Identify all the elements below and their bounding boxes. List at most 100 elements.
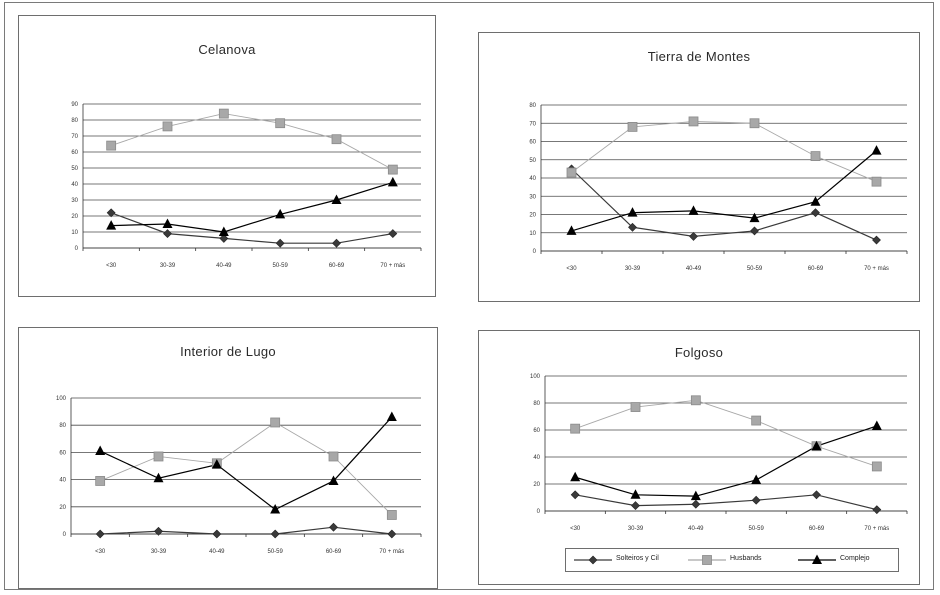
x-tick-label: <30 xyxy=(566,266,577,272)
data-point xyxy=(630,489,641,499)
y-tick-label: 100 xyxy=(530,374,541,380)
x-tick-label: 50-59 xyxy=(267,549,283,555)
data-point xyxy=(95,445,106,456)
data-point xyxy=(811,208,820,218)
series-line xyxy=(571,168,877,241)
data-point xyxy=(566,167,577,178)
data-point xyxy=(627,207,638,217)
data-point xyxy=(871,176,882,187)
x-tick-label: <30 xyxy=(95,549,106,555)
data-point xyxy=(871,461,882,472)
x-tick-label: 70 + más xyxy=(379,549,404,555)
chart-title: Celanova xyxy=(198,42,256,57)
data-point xyxy=(154,526,163,536)
x-tick-label: 60-69 xyxy=(808,266,824,272)
data-point xyxy=(691,499,701,509)
y-tick-label: 80 xyxy=(529,103,536,109)
legend-marker xyxy=(588,555,598,565)
chart-panel-interior-de-lugo: Interior de Lugo 0 20 40 60 80 100 <30 30-39 40-… xyxy=(18,327,438,589)
data-point xyxy=(812,490,821,500)
data-point xyxy=(162,121,173,132)
y-tick-label: 80 xyxy=(59,423,66,429)
y-tick-label: 60 xyxy=(529,140,536,146)
data-point xyxy=(631,501,640,511)
y-tick-label: 0 xyxy=(75,246,79,252)
data-point xyxy=(153,472,164,483)
data-point xyxy=(387,529,397,539)
x-tick-label: 40-49 xyxy=(209,549,225,555)
x-tick-label: 60-69 xyxy=(329,263,345,269)
data-point xyxy=(690,395,701,406)
chart-panel-tierra-de-montes: Tierra de Montes 0 10 20 30 40 50 60 70 80 <30 30-… xyxy=(478,32,920,302)
series-line xyxy=(575,399,877,467)
y-tick-label: 10 xyxy=(529,231,536,237)
x-tick-label: 40-49 xyxy=(686,266,702,272)
data-point xyxy=(218,226,229,236)
data-point xyxy=(270,417,281,428)
data-point xyxy=(270,504,281,514)
y-tick-label: 80 xyxy=(71,118,78,124)
series-line xyxy=(571,150,877,232)
x-tick-label: 30-39 xyxy=(625,266,641,272)
line-chart-interior-de-lugo: 0 20 40 60 80 100 <30 30-39 40-49 50-59 60-69 70 + … xyxy=(56,396,422,555)
data-point xyxy=(872,235,881,245)
y-tick-label: 30 xyxy=(529,194,536,200)
legend-swatch xyxy=(798,554,836,564)
y-tick-label: 40 xyxy=(71,182,78,188)
x-tick-label: 60-69 xyxy=(809,526,825,532)
legend-item: Husbands xyxy=(684,549,784,571)
data-point xyxy=(871,145,882,155)
data-point xyxy=(627,122,638,132)
data-point xyxy=(871,420,882,430)
x-tick-label: <30 xyxy=(106,263,117,269)
data-point xyxy=(328,451,339,462)
y-tick-label: 90 xyxy=(71,102,78,108)
data-point xyxy=(153,451,164,462)
data-point xyxy=(810,196,821,206)
y-tick-label: 30 xyxy=(71,198,78,204)
x-tick-label: 30-39 xyxy=(151,549,167,555)
legend-label: Complejo xyxy=(840,555,870,562)
legend-label: Husbands xyxy=(730,555,762,562)
x-tick-label: 30-39 xyxy=(628,526,644,532)
series-line xyxy=(575,494,877,511)
x-tick-label: 50-59 xyxy=(272,263,288,269)
y-tick-label: 50 xyxy=(71,166,78,172)
x-tick-label: 70 + más xyxy=(864,266,889,272)
legend-item: Solteiros y Cil xyxy=(570,549,670,571)
data-point xyxy=(95,476,106,486)
data-point xyxy=(95,529,105,539)
line-chart-celanova: 0 10 20 30 40 50 60 70 80 90 <30 30-39 40-49 50-59 60-… xyxy=(71,102,422,269)
series-line xyxy=(571,120,877,183)
x-tick-label: 50-59 xyxy=(748,526,764,532)
series-line xyxy=(111,181,394,233)
y-tick-label: 10 xyxy=(71,230,78,236)
data-point xyxy=(630,402,641,412)
data-point xyxy=(331,194,342,204)
data-point xyxy=(329,522,338,532)
y-tick-label: 40 xyxy=(59,478,66,484)
chart-title: Tierra de Montes xyxy=(647,49,751,64)
data-point xyxy=(386,510,397,520)
chart-title: Folgoso xyxy=(674,345,724,360)
data-point xyxy=(570,471,581,482)
data-point xyxy=(751,474,762,484)
data-point xyxy=(106,208,116,218)
data-point xyxy=(749,118,760,129)
series-line xyxy=(99,421,393,516)
x-tick-label: 30-39 xyxy=(160,263,176,269)
series-line xyxy=(110,212,393,244)
x-tick-label: 60-69 xyxy=(326,549,342,555)
data-point xyxy=(872,505,882,515)
x-tick-label: 70 + más xyxy=(380,263,405,269)
y-tick-label: 100 xyxy=(56,396,67,402)
data-point xyxy=(751,415,762,426)
data-point xyxy=(388,229,398,239)
data-point xyxy=(387,176,398,187)
data-point xyxy=(688,205,699,215)
y-tick-label: 60 xyxy=(71,150,78,156)
data-point xyxy=(211,459,222,469)
data-point xyxy=(628,222,637,232)
data-point xyxy=(566,225,577,235)
data-point xyxy=(106,220,117,230)
